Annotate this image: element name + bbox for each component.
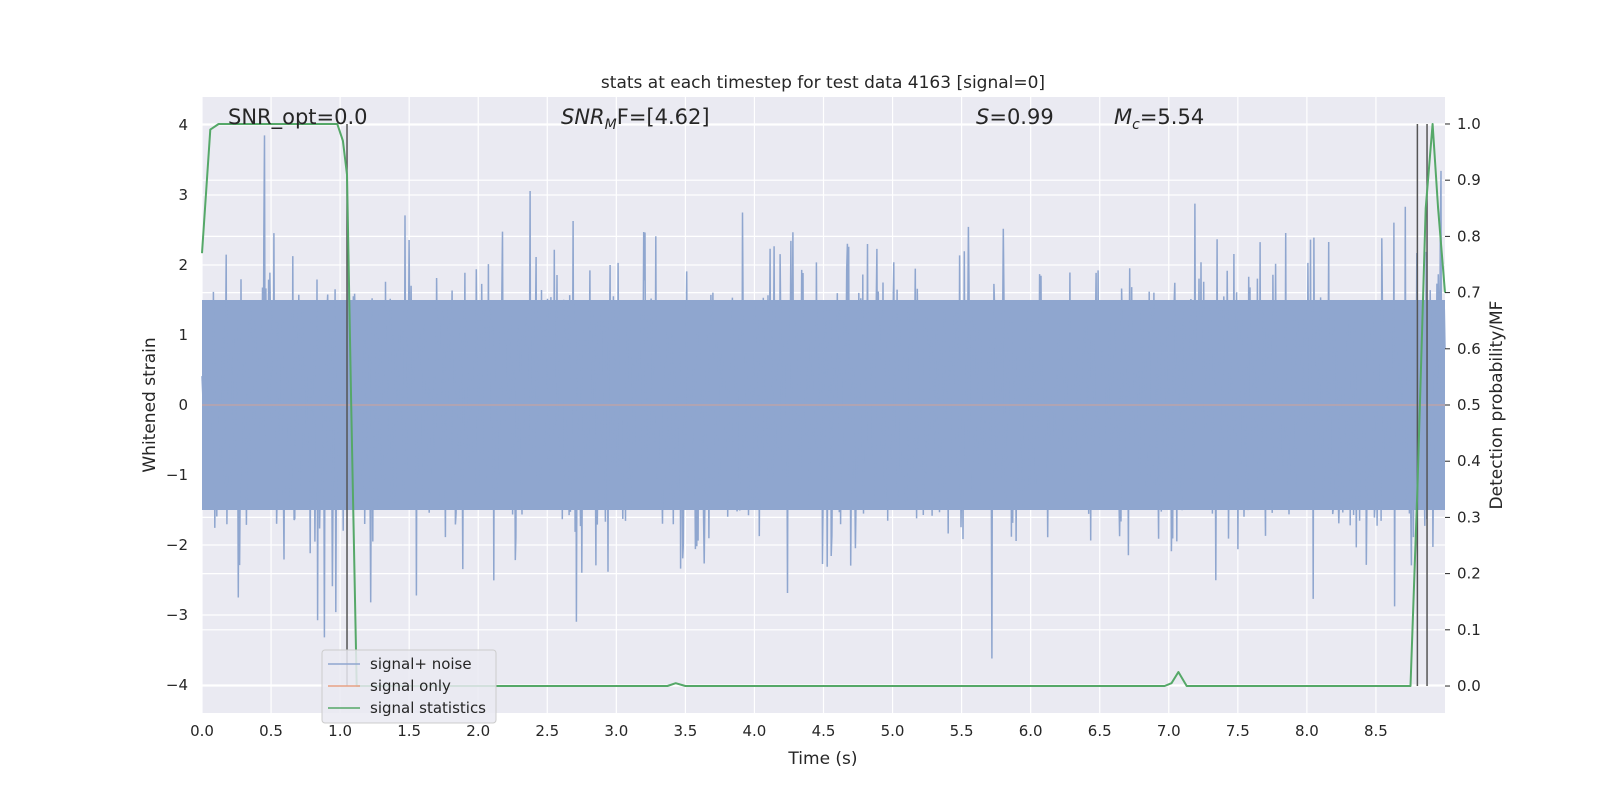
y-tick-label: −2: [166, 536, 188, 554]
x-tick-label: 3.0: [604, 722, 628, 740]
legend-label-signal-only: signal only: [370, 677, 451, 695]
series-signal-statistics-line: [201, 123, 1446, 687]
y2-tick-label: 0.9: [1457, 171, 1481, 189]
y-tick-label: −1: [166, 466, 188, 484]
annotation-s-main: S: [976, 105, 989, 129]
annotation-snr-mf-main: SNR: [561, 105, 605, 129]
x-tick-label: 4.5: [812, 722, 836, 740]
x-tick-label: 6.0: [1019, 722, 1043, 740]
x-tick-label: 1.5: [397, 722, 421, 740]
x-tick-label: 2.5: [535, 722, 559, 740]
annotation-s-rest: =0.99: [989, 105, 1053, 129]
x-tick-label: 4.0: [743, 722, 767, 740]
y-tick-label: 1: [178, 326, 188, 344]
y2-tick-label: 0.3: [1457, 508, 1481, 526]
x-tick-label: 1.0: [328, 722, 352, 740]
y-tick-label: −4: [166, 676, 188, 694]
annotation-mc: Mc=5.54: [1114, 105, 1204, 133]
annotation-snr-mf: SNRMF=[4.62]: [561, 105, 710, 133]
annotation-snr-mf-sub: M: [605, 117, 617, 133]
y2-axis-ticks: 1.0 0.9 0.8 0.7 0.6 0.5 0.4 0.3 0.2 0.1 0.0: [1445, 115, 1481, 695]
annotation-snr-opt: SNR_opt=0.0: [228, 105, 368, 130]
y-axis-label: Whitened strain: [140, 337, 160, 472]
series-signal-noise-line: [201, 135, 1446, 659]
annotation-mc-sub: c: [1132, 117, 1140, 133]
x-axis-ticks: 0.0 0.5 1.0 1.5 2.0 2.5 3.0 3.5 4.0 4.5 5.0 5.5 6.0 6…: [190, 722, 1388, 740]
y2-tick-label: 0.0: [1457, 677, 1481, 695]
x-tick-label: 5.0: [881, 722, 905, 740]
x-tick-label: 3.5: [673, 722, 697, 740]
x-tick-label: 7.0: [1157, 722, 1181, 740]
annotation-mc-main: M: [1114, 105, 1132, 129]
annotation-s: S=0.99: [976, 105, 1054, 129]
x-tick-label: 6.5: [1088, 722, 1112, 740]
chart-title: stats at each timestep for test data 416…: [601, 73, 1045, 93]
y-tick-label: 2: [178, 256, 188, 274]
x-axis-label: Time (s): [787, 749, 857, 769]
legend-label-signal-statistics: signal statistics: [370, 699, 486, 717]
y2-tick-label: 1.0: [1457, 115, 1481, 133]
legend-box: [321, 649, 497, 724]
y2-tick-label: 0.1: [1457, 621, 1481, 639]
x-tick-label: 5.5: [950, 722, 974, 740]
y2-tick-label: 0.5: [1457, 396, 1481, 414]
x-tick-label: 2.0: [466, 722, 490, 740]
y2-tick-label: 0.2: [1457, 565, 1481, 583]
y-axis-ticks: 4 3 2 1 0 −1 −2 −3 −4: [166, 116, 188, 694]
y-tick-label: 3: [178, 186, 188, 204]
y2-tick-label: 0.8: [1457, 227, 1481, 245]
y2-axis-label: Detection probability/MF: [1487, 301, 1507, 510]
y2-tick-label: 0.6: [1457, 340, 1481, 358]
y-tick-label: −3: [166, 606, 188, 624]
legend: signal+ noise signal only signal statist…: [321, 649, 497, 724]
y2-tick-label: 0.7: [1457, 284, 1481, 302]
y-tick-label: 0: [178, 396, 188, 414]
x-tick-label: 0.0: [190, 722, 214, 740]
x-tick-label: 8.0: [1295, 722, 1319, 740]
x-tick-label: 7.5: [1226, 722, 1250, 740]
annotation-mc-rest: =5.54: [1140, 105, 1204, 129]
x-tick-label: 0.5: [259, 722, 283, 740]
x-tick-label: 8.5: [1364, 722, 1388, 740]
y-tick-label: 4: [178, 116, 188, 134]
y2-tick-label: 0.4: [1457, 452, 1481, 470]
annotation-snr-mf-rest: F=[4.62]: [617, 105, 710, 129]
legend-label-signal-noise: signal+ noise: [370, 655, 472, 673]
